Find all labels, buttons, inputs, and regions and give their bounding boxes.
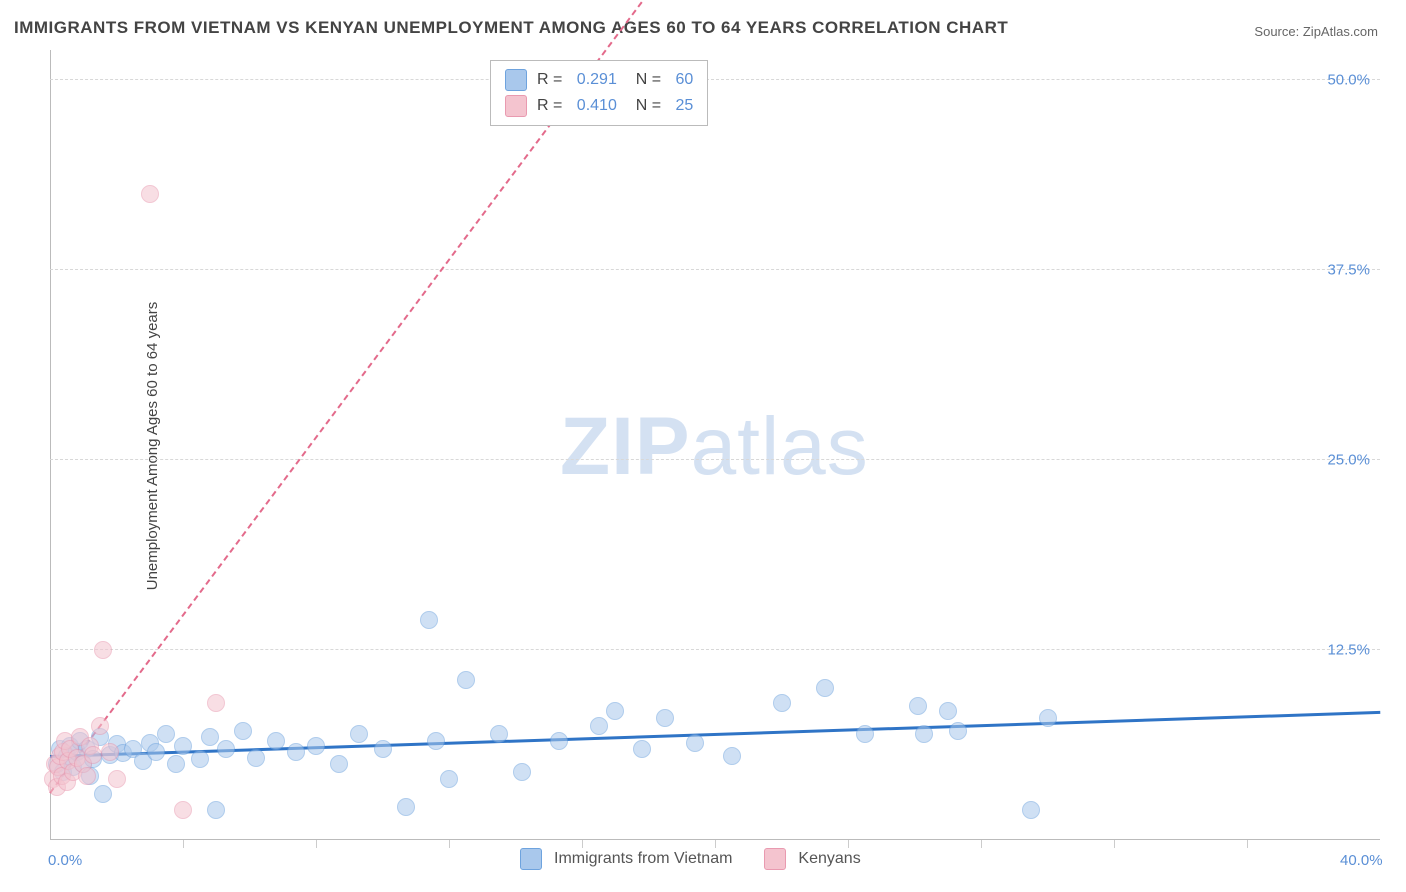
- data-point: [247, 749, 265, 767]
- data-point: [633, 740, 651, 758]
- source-attribution: Source: ZipAtlas.com: [1254, 24, 1378, 39]
- legend-series-label: Kenyans: [798, 850, 860, 868]
- gridline-h: [50, 649, 1380, 650]
- x-tick: [449, 840, 450, 848]
- data-point: [91, 717, 109, 735]
- source-link[interactable]: ZipAtlas.com: [1303, 24, 1378, 39]
- correlation-legend: R = 0.291 N = 60R = 0.410 N = 25: [490, 60, 708, 126]
- y-tick-label: 25.0%: [1327, 452, 1370, 469]
- data-point: [550, 732, 568, 750]
- x-tick: [183, 840, 184, 848]
- data-point: [420, 611, 438, 629]
- data-point: [490, 725, 508, 743]
- scatter-plot-area: ZIPatlas 12.5% 25.0% 37.5% 50.0%: [50, 50, 1380, 840]
- data-point: [457, 671, 475, 689]
- legend-swatch: [520, 848, 542, 870]
- data-point: [147, 743, 165, 761]
- data-point: [656, 709, 674, 727]
- data-point: [78, 767, 96, 785]
- data-point: [686, 734, 704, 752]
- gridline-h: [50, 459, 1380, 460]
- data-point: [191, 750, 209, 768]
- xmax-tick-label: 40.0%: [1340, 852, 1383, 869]
- x-tick: [1114, 840, 1115, 848]
- watermark-atlas: atlas: [691, 401, 869, 492]
- data-point: [816, 679, 834, 697]
- data-point: [1039, 709, 1057, 727]
- watermark: ZIPatlas: [560, 400, 869, 494]
- x-tick: [981, 840, 982, 848]
- data-point: [234, 722, 252, 740]
- legend-series-label: Immigrants from Vietnam: [554, 850, 732, 868]
- data-point: [141, 185, 159, 203]
- data-point: [374, 740, 392, 758]
- legend-row: R = 0.410 N = 25: [505, 93, 693, 119]
- data-point: [1022, 801, 1040, 819]
- x-tick: [582, 840, 583, 848]
- data-point: [167, 755, 185, 773]
- data-point: [287, 743, 305, 761]
- data-point: [440, 770, 458, 788]
- data-point: [174, 801, 192, 819]
- data-point: [174, 737, 192, 755]
- data-point: [350, 725, 368, 743]
- legend-r-value: 0.410: [577, 97, 617, 115]
- data-point: [108, 770, 126, 788]
- chart-title: IMMIGRANTS FROM VIETNAM VS KENYAN UNEMPL…: [14, 18, 1008, 38]
- data-point: [201, 728, 219, 746]
- data-point: [94, 785, 112, 803]
- gridline-h: [50, 79, 1380, 80]
- data-point: [94, 641, 112, 659]
- data-point: [217, 740, 235, 758]
- legend-swatch: [505, 69, 527, 91]
- data-point: [909, 697, 927, 715]
- data-point: [84, 746, 102, 764]
- legend-n-label: N =: [627, 97, 666, 115]
- data-point: [330, 755, 348, 773]
- data-point: [723, 747, 741, 765]
- trend-line: [49, 0, 1381, 794]
- data-point: [606, 702, 624, 720]
- data-point: [207, 801, 225, 819]
- legend-n-value: 25: [676, 97, 694, 115]
- data-point: [307, 737, 325, 755]
- data-point: [427, 732, 445, 750]
- source-label: Source:: [1254, 24, 1299, 39]
- legend-r-value: 0.291: [577, 71, 617, 89]
- x-tick: [1247, 840, 1248, 848]
- data-point: [856, 725, 874, 743]
- legend-r-label: R =: [537, 97, 567, 115]
- data-point: [267, 732, 285, 750]
- gridline-h: [50, 269, 1380, 270]
- data-point: [157, 725, 175, 743]
- data-point: [590, 717, 608, 735]
- x-tick: [715, 840, 716, 848]
- data-point: [939, 702, 957, 720]
- legend-r-label: R =: [537, 71, 567, 89]
- series-legend: Immigrants from Vietnam Kenyans: [520, 848, 881, 870]
- y-tick-label: 50.0%: [1327, 72, 1370, 89]
- data-point: [949, 722, 967, 740]
- legend-n-label: N =: [627, 71, 666, 89]
- legend-swatch: [505, 95, 527, 117]
- y-tick-label: 37.5%: [1327, 262, 1370, 279]
- data-point: [397, 798, 415, 816]
- data-point: [915, 725, 933, 743]
- x-tick: [848, 840, 849, 848]
- data-point: [773, 694, 791, 712]
- y-tick-label: 12.5%: [1327, 642, 1370, 659]
- watermark-zip: ZIP: [560, 401, 691, 492]
- data-point: [513, 763, 531, 781]
- data-point: [207, 694, 225, 712]
- data-point: [101, 743, 119, 761]
- x-tick: [316, 840, 317, 848]
- y-axis: [50, 50, 51, 840]
- legend-n-value: 60: [676, 71, 694, 89]
- legend-row: R = 0.291 N = 60: [505, 67, 693, 93]
- legend-swatch: [764, 848, 786, 870]
- origin-tick-label: 0.0%: [48, 852, 82, 869]
